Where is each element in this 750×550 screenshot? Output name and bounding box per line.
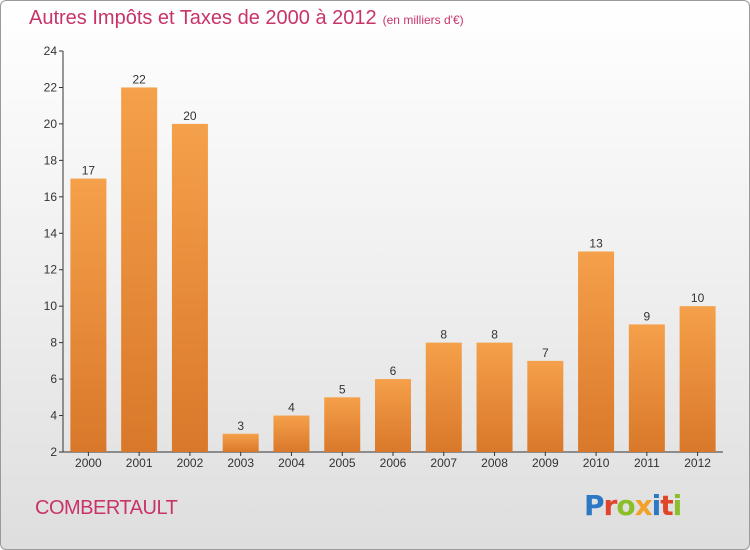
x-tick-label: 2000 [75,456,102,470]
logo-letter: o [616,489,635,522]
bar [273,415,310,452]
chart-unit: (en milliers d'€) [382,13,464,27]
bar [476,342,513,452]
bar [324,397,361,452]
bar [527,360,564,452]
y-tick-label: 14 [44,226,58,240]
x-tick-label: 2007 [430,456,457,470]
commune-name: COMBERTAULT [35,497,178,519]
bar [628,324,665,452]
logo-letter: t [660,489,673,522]
bar-value-label: 10 [691,291,705,305]
chart-title-text: Autres Impôts et Taxes de 2000 à 2012 [29,7,377,29]
y-tick-label: 16 [44,190,58,204]
bar-value-label: 20 [183,109,197,123]
bar [375,379,411,452]
bar-value-label: 9 [644,309,651,323]
bar [121,87,158,453]
bar-value-label: 4 [288,401,295,415]
bar-value-label: 7 [542,346,549,360]
bar [222,433,259,452]
bar [171,123,208,452]
logo-letter: P [584,489,605,522]
y-tick-label: 12 [44,263,58,277]
x-tick-label: 2009 [532,456,559,470]
y-tick-label: 4 [50,409,57,423]
logo-letter: i [651,489,662,522]
x-tick-label: 2012 [684,456,711,470]
x-tick-label: 2002 [177,456,204,470]
bar [425,342,462,452]
chart-title: Autres Impôts et Taxes de 2000 à 2012 (en… [29,7,464,30]
y-tick-label: 20 [44,117,58,131]
y-tick-label: 6 [50,372,57,386]
x-tick-label: 2004 [278,456,305,470]
x-tick-label: 2008 [481,456,508,470]
bar-value-label: 13 [589,237,603,251]
x-tick-label: 2005 [329,456,356,470]
bar [578,251,615,452]
bar [70,178,107,452]
x-tick-label: 2003 [227,456,254,470]
logo-letter: r [603,489,618,522]
y-tick-label: 22 [44,80,58,94]
x-tick-label: 2006 [380,456,407,470]
bar-value-label: 5 [339,382,346,396]
bar-value-label: 17 [82,164,96,178]
x-tick-label: 2011 [634,456,660,470]
bar-value-label: 3 [237,419,244,433]
bar [679,306,716,452]
y-tick-label: 8 [50,336,57,350]
x-tick-label: 2001 [126,456,153,470]
bar-value-label: 6 [390,364,397,378]
y-tick-label: 18 [44,153,58,167]
y-tick-label: 10 [44,299,58,313]
logo-letter: x [634,489,653,522]
bar-value-label: 8 [440,328,447,342]
bar-value-label: 22 [132,72,146,86]
logo-letter: i [672,489,683,522]
proxiti-logo: Proxiti [584,489,683,522]
x-tick-label: 2010 [583,456,610,470]
bar-value-label: 8 [491,328,498,342]
y-tick-label: 24 [44,44,58,58]
y-tick-label: 2 [50,445,57,459]
